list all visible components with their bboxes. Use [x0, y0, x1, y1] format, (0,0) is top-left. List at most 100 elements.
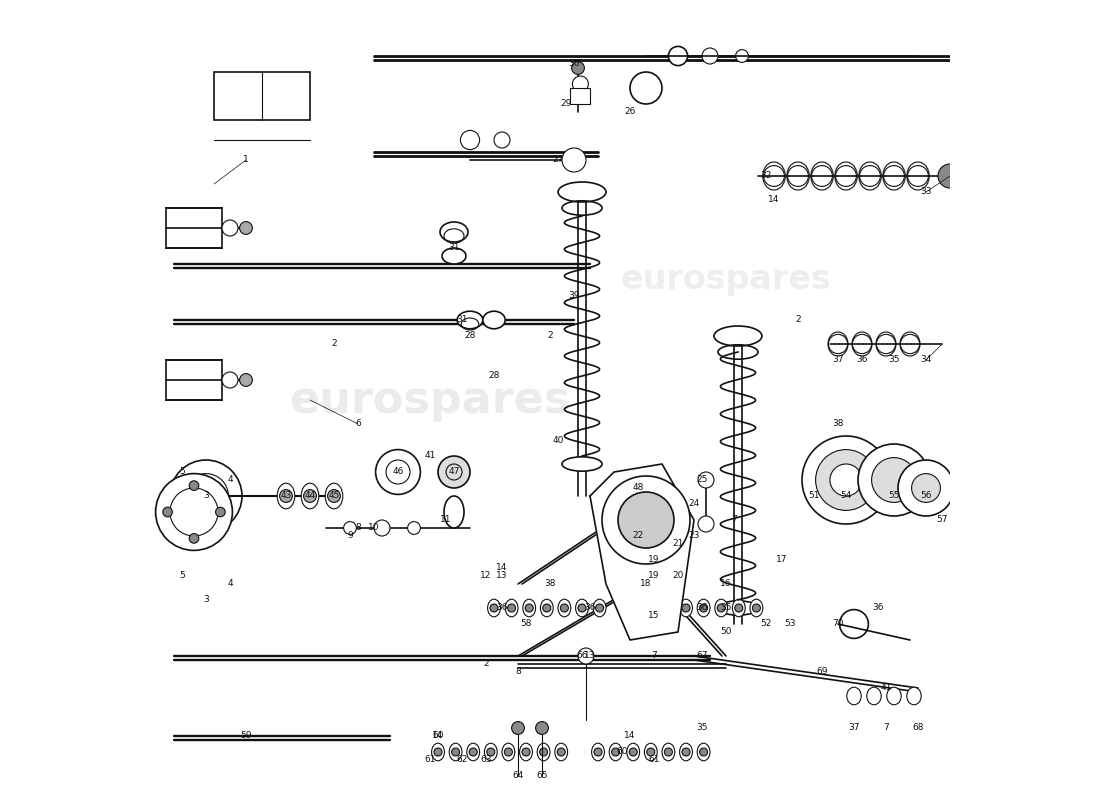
Ellipse shape: [593, 599, 606, 617]
Bar: [648, 556, 672, 592]
Ellipse shape: [277, 483, 295, 509]
Text: 61: 61: [425, 755, 436, 765]
Circle shape: [170, 460, 242, 532]
Circle shape: [647, 748, 654, 756]
Text: 23: 23: [689, 531, 700, 541]
Text: 14: 14: [768, 195, 780, 205]
Ellipse shape: [714, 326, 762, 346]
Ellipse shape: [575, 599, 589, 617]
Circle shape: [155, 474, 232, 550]
Circle shape: [189, 481, 199, 490]
Circle shape: [507, 604, 516, 612]
Text: 58: 58: [520, 619, 531, 629]
Text: 10: 10: [368, 523, 379, 533]
Text: 37: 37: [833, 355, 844, 365]
Ellipse shape: [558, 182, 606, 202]
Text: 36: 36: [496, 603, 508, 613]
Text: 36: 36: [872, 603, 883, 613]
Bar: [166, 360, 222, 400]
Circle shape: [240, 222, 252, 234]
Text: 28: 28: [464, 331, 475, 341]
Circle shape: [664, 748, 672, 756]
Circle shape: [222, 220, 238, 236]
Circle shape: [717, 604, 725, 612]
Circle shape: [788, 166, 808, 186]
Text: 12: 12: [481, 571, 492, 581]
Circle shape: [494, 132, 510, 148]
Circle shape: [858, 444, 930, 516]
Text: 48: 48: [632, 483, 644, 493]
Ellipse shape: [847, 687, 861, 705]
Circle shape: [912, 474, 940, 502]
Circle shape: [505, 748, 513, 756]
Circle shape: [374, 520, 390, 536]
Circle shape: [702, 48, 718, 64]
Text: 39: 39: [569, 291, 580, 301]
Bar: [642, 552, 678, 596]
Ellipse shape: [431, 743, 444, 761]
Circle shape: [279, 490, 293, 502]
Text: 4: 4: [228, 475, 233, 485]
Circle shape: [304, 490, 317, 502]
Circle shape: [877, 334, 895, 354]
Circle shape: [572, 62, 584, 74]
Text: 13: 13: [496, 571, 508, 581]
Ellipse shape: [680, 599, 692, 617]
Circle shape: [883, 166, 904, 186]
Circle shape: [682, 604, 690, 612]
Ellipse shape: [887, 687, 901, 705]
Text: 62: 62: [456, 755, 468, 765]
Circle shape: [594, 748, 602, 756]
Circle shape: [682, 748, 690, 756]
Ellipse shape: [301, 483, 319, 509]
Text: 11: 11: [440, 515, 452, 525]
Text: 43: 43: [280, 491, 292, 501]
Text: 38: 38: [544, 579, 556, 589]
Circle shape: [222, 372, 238, 388]
Ellipse shape: [867, 687, 881, 705]
Ellipse shape: [562, 457, 602, 471]
Circle shape: [830, 464, 862, 496]
Text: 27: 27: [552, 155, 563, 165]
Circle shape: [438, 456, 470, 488]
Circle shape: [700, 604, 707, 612]
Ellipse shape: [558, 599, 571, 617]
Text: 45: 45: [328, 491, 340, 501]
Text: 30: 30: [569, 59, 580, 69]
Text: 44: 44: [305, 491, 316, 501]
Ellipse shape: [440, 222, 467, 242]
Text: eurospares: eurospares: [620, 263, 832, 297]
Ellipse shape: [458, 311, 483, 329]
Circle shape: [871, 458, 916, 502]
Circle shape: [852, 334, 871, 354]
Text: 67: 67: [696, 651, 707, 661]
Circle shape: [512, 722, 525, 734]
Text: 65: 65: [537, 771, 548, 781]
Circle shape: [487, 748, 495, 756]
Text: 5: 5: [179, 467, 185, 477]
Ellipse shape: [718, 601, 758, 615]
Circle shape: [578, 604, 586, 612]
Circle shape: [700, 748, 707, 756]
Ellipse shape: [519, 743, 532, 761]
Circle shape: [163, 507, 173, 517]
Text: 2: 2: [547, 331, 553, 341]
Text: 16: 16: [720, 579, 732, 589]
Text: 21: 21: [672, 539, 684, 549]
Circle shape: [452, 748, 460, 756]
Circle shape: [812, 166, 833, 186]
Text: 56: 56: [921, 491, 932, 501]
Text: 8: 8: [515, 667, 521, 677]
Ellipse shape: [484, 743, 497, 761]
Text: 36: 36: [856, 355, 868, 365]
Text: 14: 14: [496, 563, 508, 573]
Text: 24: 24: [689, 499, 700, 509]
Circle shape: [572, 76, 588, 92]
Text: 35: 35: [720, 603, 732, 613]
Circle shape: [602, 476, 690, 564]
Text: 46: 46: [393, 467, 404, 477]
Bar: [214, 72, 310, 120]
Circle shape: [540, 748, 548, 756]
Text: 41: 41: [425, 451, 436, 461]
Text: 2: 2: [331, 339, 337, 349]
